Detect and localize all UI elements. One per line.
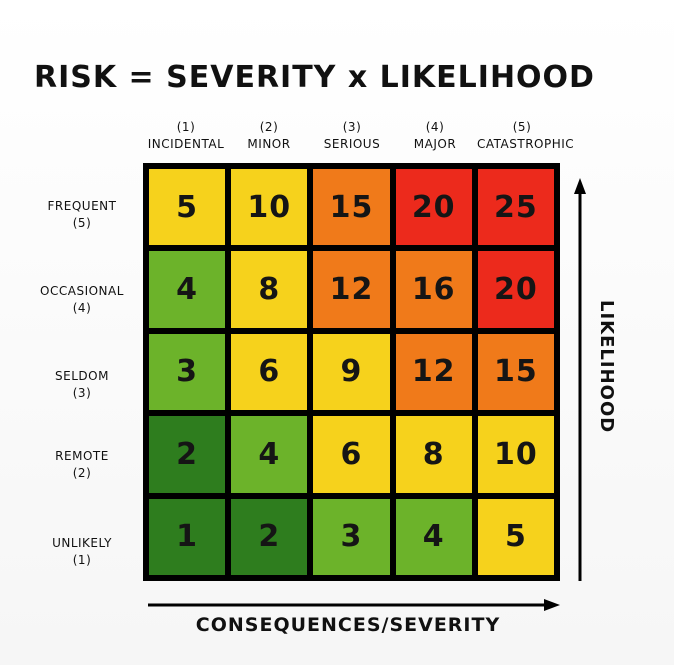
row-header-label: REMOTE xyxy=(55,449,109,463)
matrix-cell: 25 xyxy=(477,169,554,246)
column-header-5: (5) CATASTROPHIC xyxy=(477,119,575,153)
row-header-number: (3) xyxy=(72,386,92,400)
row-header-seldom: SELDOM (3) xyxy=(22,368,142,402)
row-header-unlikely: UNLIKELY (1) xyxy=(22,535,142,569)
matrix-cell: 4 xyxy=(149,251,226,328)
matrix-cell: 12 xyxy=(313,251,390,328)
row-header-number: (5) xyxy=(72,216,92,230)
likelihood-axis-label: LIKELIHOOD xyxy=(596,300,617,434)
matrix-cell: 15 xyxy=(313,169,390,246)
row-header-number: (1) xyxy=(72,553,92,567)
matrix-cell: 16 xyxy=(395,251,472,328)
column-header-label: CATASTROPHIC xyxy=(477,137,575,151)
column-header-1: (1) INCIDENTAL xyxy=(141,119,231,153)
page-title: RISK = SEVERITY x LIKELIHOOD xyxy=(34,60,595,95)
risk-matrix: 5 10 15 20 25 4 8 12 16 20 3 6 9 12 15 2… xyxy=(143,163,560,581)
column-header-label: MAJOR xyxy=(413,137,457,151)
row-header-label: SELDOM xyxy=(55,369,109,383)
row-header-frequent: FREQUENT (5) xyxy=(22,198,142,232)
matrix-cell: 6 xyxy=(231,333,308,411)
severity-axis-label: CONSEQUENCES/SEVERITY xyxy=(195,614,501,636)
likelihood-axis-arrow xyxy=(574,178,586,581)
matrix-cell: 1 xyxy=(149,498,226,575)
matrix-cell: 8 xyxy=(231,251,308,328)
matrix-cell: 8 xyxy=(395,416,472,493)
column-header-number: (5) xyxy=(512,120,532,134)
row-header-remote: REMOTE (2) xyxy=(22,448,142,482)
column-header-4: (4) MAJOR xyxy=(390,119,480,153)
matrix-cell: 9 xyxy=(313,333,390,411)
matrix-cell: 10 xyxy=(231,169,308,246)
column-header-label: INCIDENTAL xyxy=(147,137,225,151)
matrix-cell: 3 xyxy=(149,333,226,411)
column-header-label: MINOR xyxy=(247,137,291,151)
column-header-number: (2) xyxy=(259,120,279,134)
row-header-number: (4) xyxy=(72,301,92,315)
column-header-number: (3) xyxy=(342,120,362,134)
column-header-number: (4) xyxy=(425,120,445,134)
column-header-label: SERIOUS xyxy=(323,137,381,151)
matrix-cell: 5 xyxy=(149,169,226,246)
row-header-occasional: OCCASIONAL (4) xyxy=(22,283,142,317)
matrix-cell: 10 xyxy=(477,416,554,493)
matrix-cell: 12 xyxy=(395,333,472,411)
matrix-cell: 6 xyxy=(313,416,390,493)
matrix-cell: 5 xyxy=(477,498,554,575)
matrix-cell: 4 xyxy=(231,416,308,493)
matrix-cell: 20 xyxy=(477,251,554,328)
severity-axis-arrow xyxy=(148,599,560,611)
row-header-label: OCCASIONAL xyxy=(40,284,124,298)
column-header-number: (1) xyxy=(176,120,196,134)
row-header-number: (2) xyxy=(72,466,92,480)
matrix-cell: 2 xyxy=(231,498,308,575)
column-header-2: (2) MINOR xyxy=(224,119,314,153)
matrix-cell: 15 xyxy=(477,333,554,411)
matrix-cell: 2 xyxy=(149,416,226,493)
matrix-cell: 4 xyxy=(395,498,472,575)
row-header-label: FREQUENT xyxy=(47,199,117,213)
matrix-cell: 3 xyxy=(313,498,390,575)
row-header-label: UNLIKELY xyxy=(52,536,112,550)
column-header-3: (3) SERIOUS xyxy=(307,119,397,153)
matrix-cell: 20 xyxy=(395,169,472,246)
